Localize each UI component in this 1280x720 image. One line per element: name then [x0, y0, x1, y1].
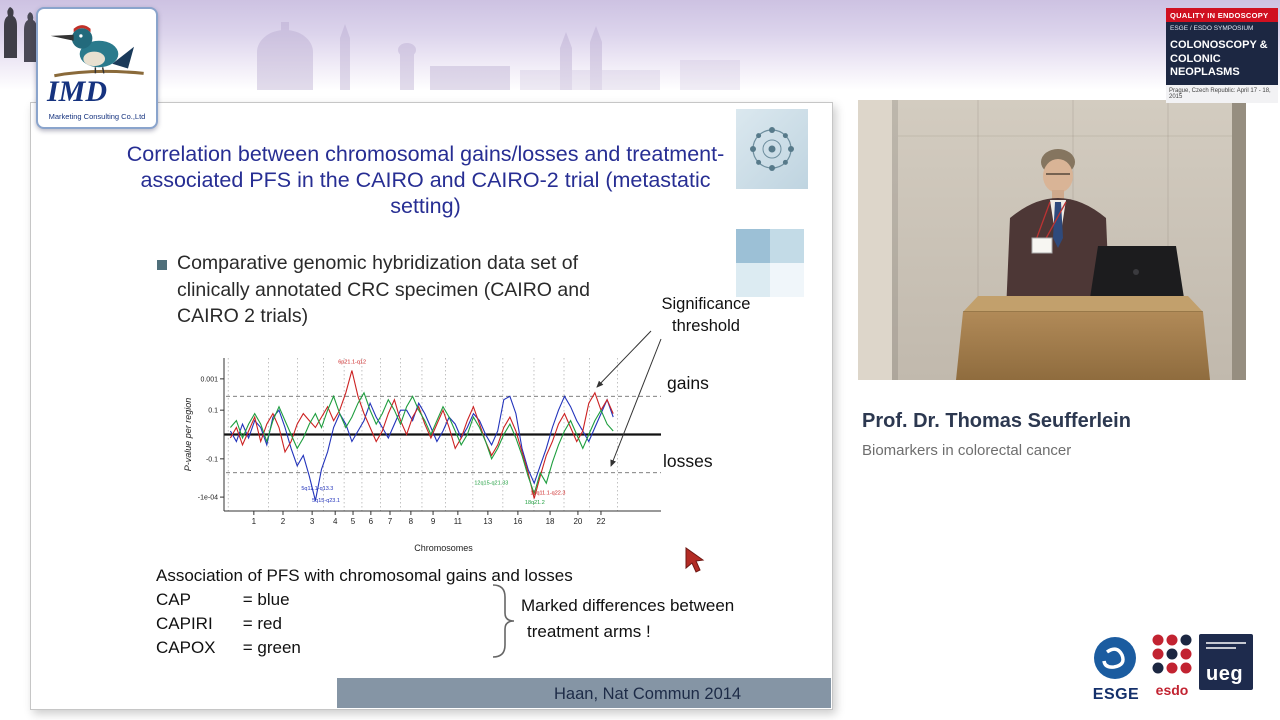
banner-tagline: QUALITY IN ENDOSCOPY — [1166, 8, 1278, 22]
legend-arm: CAPIRI — [156, 614, 213, 633]
name-badge — [1031, 237, 1053, 254]
ueg-logo: ueg — [1199, 634, 1253, 690]
svg-text:8: 8 — [409, 517, 414, 526]
legend-row-cap: CAP = blue — [156, 590, 290, 610]
bullet-text-line: clinically annotated CRC specimen (CAIRO… — [177, 278, 590, 301]
imd-brand: IMD — [47, 75, 108, 108]
association-line: Association of PFS with chromosomal gain… — [156, 566, 573, 585]
svg-text:13: 13 — [483, 517, 492, 526]
svg-text:5: 5 — [351, 517, 356, 526]
template-square — [736, 263, 770, 297]
template-square — [736, 229, 770, 263]
svg-text:18: 18 — [546, 517, 555, 526]
gains-label: gains — [667, 373, 709, 393]
svg-text:-1e-04: -1e-04 — [198, 495, 218, 502]
marked-differences-line2: treatment arms ! — [527, 622, 651, 641]
svg-text:18q11.1-q22.3: 18q11.1-q22.3 — [530, 490, 565, 496]
bullet-text-line: Comparative genomic hybridization data s… — [177, 252, 579, 274]
citation-text: Haan, Nat Commun 2014 — [554, 685, 742, 703]
significance-threshold-label: Significance threshold — [661, 295, 751, 335]
banner-symposium: ESGE / ESDO SYMPOSIUM — [1166, 22, 1278, 34]
banner-title-2: COLONIC NEOPLASMS — [1166, 52, 1278, 85]
ueg-caption-line — [1206, 642, 1246, 644]
svg-text:Chromosomes: Chromosomes — [414, 543, 473, 553]
ueg-label: ueg — [1206, 663, 1244, 685]
slide-title-line: Correlation between chromosomal gains/lo… — [126, 142, 725, 166]
legend-arm: CAP — [156, 590, 191, 609]
imd-subtitle: Marketing Consulting Co.,Ltd — [48, 112, 146, 121]
slide-title: Correlation between chromosomal gains/lo… — [59, 141, 792, 219]
losses-label: losses — [663, 451, 713, 471]
svg-text:3: 3 — [310, 517, 315, 526]
slide-title-line: setting) — [390, 194, 461, 218]
presentation-slide: Correlation between chromosomal gains/lo… — [30, 102, 833, 710]
legend-row-capox: CAPOX = green — [156, 638, 301, 658]
esdo-dots-icon — [1152, 634, 1192, 674]
banner-location: Prague, Czech Republic: April 17 - 18, 2… — [1166, 85, 1278, 103]
svg-text:22: 22 — [597, 517, 606, 526]
imd-logo: IMD Marketing Consulting Co.,Ltd — [36, 7, 158, 129]
legend-row-capiri: CAPIRI = red — [156, 614, 282, 634]
svg-text:6p21.1-q12: 6p21.1-q12 — [338, 360, 366, 366]
podium-top — [963, 296, 1203, 312]
legend-value: = blue — [242, 590, 290, 609]
svg-text:1: 1 — [252, 517, 257, 526]
svg-text:12q15-q21.33: 12q15-q21.33 — [474, 481, 508, 487]
svg-text:7: 7 — [388, 517, 393, 526]
header-banner — [0, 0, 1280, 90]
slide-template-emblem — [736, 109, 808, 189]
banner-title-1: COLONOSCOPY & — [1166, 34, 1278, 52]
esdo-label: esdo — [1155, 682, 1189, 698]
svg-text:9: 9 — [431, 517, 436, 526]
marked-differences-line1: Marked differences between — [521, 596, 735, 615]
ueg-caption-line — [1206, 647, 1236, 649]
bullet-text-line: CAIRO 2 trials) — [177, 305, 309, 327]
bullet-text: Comparative genomic hybridization data s… — [177, 250, 590, 330]
svg-text:20: 20 — [573, 517, 582, 526]
legend-value: = green — [242, 638, 301, 657]
esdo-logo: esdo — [1149, 632, 1195, 698]
speaker-suit — [1006, 198, 1110, 312]
prague-skyline-art — [4, 7, 740, 90]
speaker-name: Prof. Dr. Thomas Seufferlein — [862, 410, 1131, 432]
template-square — [770, 263, 804, 297]
svg-text:P-value per region: P-value per region — [183, 398, 193, 472]
svg-text:16: 16 — [513, 517, 522, 526]
speaker-topic: Biomarkers in colorectal cancer — [862, 442, 1072, 459]
svg-text:5q15-q23.1: 5q15-q23.1 — [312, 498, 340, 504]
statue-silhouettes — [4, 7, 37, 62]
podium-front — [956, 312, 1210, 380]
svg-text:11: 11 — [454, 517, 463, 526]
legend-value: = red — [242, 614, 282, 633]
kingfisher-bird-icon — [50, 25, 144, 78]
esge-label: ESGE — [1092, 686, 1140, 703]
legend-arm: CAPOX — [156, 638, 216, 657]
mouse-cursor — [685, 547, 705, 573]
lanyard — [1035, 201, 1067, 243]
cgh-pvalue-chart: 0.001 0.1 -0.1 -1e-04 1 2 3 4 5 6 7 8 9 11 13 16 18 20 22 6… — [183, 358, 661, 553]
svg-text:2: 2 — [281, 517, 286, 526]
grouping-brace — [492, 584, 515, 658]
citation-bar — [337, 678, 831, 708]
svg-text:6: 6 — [369, 517, 374, 526]
svg-text:0.1: 0.1 — [208, 408, 218, 415]
esge-logo: ESGE — [1084, 634, 1148, 704]
molecule-ring-icon — [750, 127, 794, 171]
speaker-video[interactable] — [858, 100, 1246, 380]
slide-title-line: associated PFS in the CAIRO and CAIRO-2 … — [140, 168, 711, 192]
template-square — [770, 229, 804, 263]
svg-text:5q11.1-q13.3: 5q11.1-q13.3 — [301, 486, 333, 492]
svg-text:-0.1: -0.1 — [206, 456, 218, 463]
svg-text:18q21.2: 18q21.2 — [525, 500, 545, 506]
speaker-at-podium-photo — [858, 100, 1246, 380]
event-banner: QUALITY IN ENDOSCOPY ESGE / ESDO SYMPOSI… — [1166, 8, 1278, 103]
svg-text:0.001: 0.001 — [200, 376, 218, 383]
svg-text:4: 4 — [333, 517, 338, 526]
speaker-face — [1043, 159, 1073, 193]
bullet-marker — [157, 260, 167, 270]
speaker-tie — [1053, 202, 1063, 248]
esge-swirl-icon — [1094, 637, 1136, 679]
